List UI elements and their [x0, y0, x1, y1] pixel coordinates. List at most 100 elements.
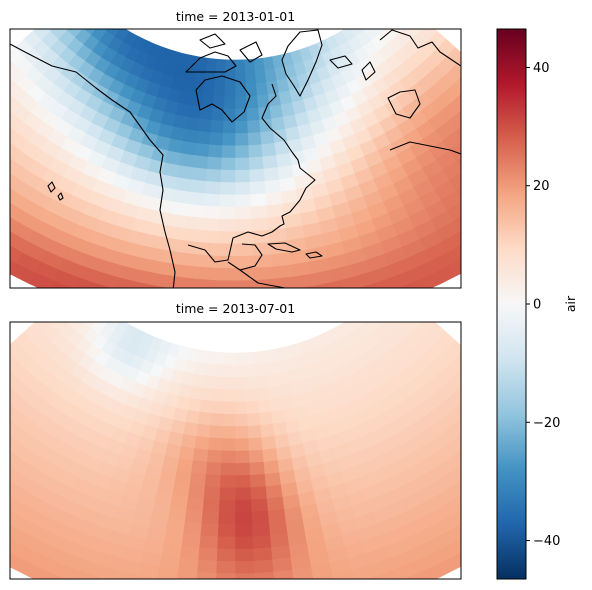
heatmap-cell: [182, 228, 202, 243]
heatmap-cell: [458, 230, 461, 236]
coastline-central-america: [239, 269, 286, 288]
heatmap-cell: [47, 322, 53, 325]
heatmap-cell: [73, 569, 97, 579]
heatmap-cell: [471, 384, 491, 404]
heatmap-cell: [0, 525, 5, 546]
heatmap-cell: [234, 157, 250, 171]
heatmap-cell: [224, 352, 236, 366]
heatmap-cell: [250, 217, 270, 232]
heatmap-cell: [218, 499, 236, 513]
heatmap-cell: [546, 462, 569, 485]
heatmap-cell: [372, 3, 387, 19]
heatmap-cell: [75, 12, 91, 28]
heatmap-cell: [456, 157, 461, 168]
heatmap-cell: [249, 486, 267, 501]
heatmap-cell: [187, 191, 205, 207]
heatmap-cell: [67, 6, 83, 22]
heatmap-cell: [479, 393, 499, 413]
heatmap-cell: [251, 522, 271, 538]
heatmap-cell: [204, 474, 221, 489]
heatmap-cell: [264, 472, 281, 488]
heatmap-cell: [175, 582, 196, 590]
heatmap-cell: [234, 206, 252, 220]
heatmap-cell: [51, 573, 67, 579]
heatmap-cell: [403, 573, 419, 579]
heatmap-cell: [479, 100, 499, 120]
heatmap-cell: [10, 231, 12, 235]
heatmap-cell: [234, 169, 251, 184]
heatmap-cell: [249, 474, 266, 489]
heatmap-cell: [379, 305, 395, 321]
heatmap-cell: [403, 300, 419, 316]
heatmap-cell: [234, 438, 249, 452]
heatmap-cell: [234, 280, 255, 288]
coastline-gulf: [187, 151, 316, 263]
heatmap-cell: [543, 431, 565, 454]
heatmap-cell: [195, 585, 216, 590]
heatmap-cell: [267, 92, 281, 108]
heatmap-cell: [248, 168, 265, 183]
heatmap-cell: [51, 7, 67, 23]
heatmap-cell: [10, 451, 14, 460]
heatmap-cell: [177, 557, 199, 573]
heatmap-cell: [190, 167, 208, 182]
heatmap-cell: [109, 301, 132, 318]
coastlines: [10, 29, 461, 288]
heatmap-cell: [260, 435, 277, 451]
heatmap-cell: [401, 29, 406, 31]
heatmap-cell: [10, 142, 22, 162]
heatmap-cell: [244, 71, 257, 85]
heatmap-cell: [202, 205, 220, 220]
heatmap-cell: [211, 95, 225, 110]
heatmap-cell: [0, 454, 6, 474]
heatmap-cell: [221, 426, 236, 440]
heatmap-cell: [197, 547, 218, 562]
heatmap-cell: [234, 401, 248, 415]
heatmap-cell: [209, 119, 224, 134]
heatmap-cell: [458, 523, 461, 529]
heatmap-cell: [190, 460, 208, 475]
heatmap-cell: [471, 91, 491, 111]
colorbar-tick-label: 40: [533, 61, 550, 76]
heatmap-cell: [365, 576, 375, 579]
heatmap-cell: [261, 155, 278, 170]
heatmap-cell: [552, 439, 575, 462]
heatmap-cell: [453, 369, 461, 386]
heatmap-cell: [265, 484, 283, 500]
heatmap-cell: [248, 449, 264, 464]
heatmap-cell: [176, 569, 198, 579]
heatmap-cell: [219, 169, 236, 184]
heatmap-cell: [268, 521, 288, 536]
heatmap-cell: [234, 120, 248, 134]
heatmap-cell: [205, 461, 222, 476]
heatmap-cell: [10, 353, 16, 364]
heatmap-cell: [0, 191, 7, 212]
heatmap-cell: [112, 290, 135, 307]
heatmap-cell: [219, 475, 236, 489]
heatmap-cell: [185, 496, 204, 512]
heatmap-cell: [180, 533, 201, 549]
heatmap-cell: [266, 203, 285, 219]
heatmap-cell: [312, 282, 334, 288]
heatmap-cell: [223, 389, 236, 403]
heatmap-cell: [259, 130, 275, 146]
heatmap-cell: [208, 425, 223, 439]
heatmap-cell: [223, 83, 236, 98]
heatmap-cell: [300, 285, 314, 288]
heatmap-cell: [83, 3, 98, 19]
heatmap-cell: [187, 484, 205, 500]
heatmap-cell: [215, 560, 236, 575]
heatmap-cell: [69, 289, 93, 307]
heatmap-cell: [470, 140, 491, 160]
heatmap-cell: [297, 310, 320, 325]
heatmap-cell: [234, 364, 246, 378]
heatmap-cell: [112, 583, 135, 590]
heatmap-cell: [189, 179, 206, 195]
heatmap-cell: [478, 443, 500, 464]
heatmap-cell: [216, 536, 236, 550]
heatmap-cell: [454, 126, 461, 140]
coastline-hawaii: [47, 181, 56, 193]
heatmap-cell: [215, 586, 235, 590]
heatmap-cell: [0, 494, 1, 515]
coastline-iceland: [329, 55, 353, 69]
